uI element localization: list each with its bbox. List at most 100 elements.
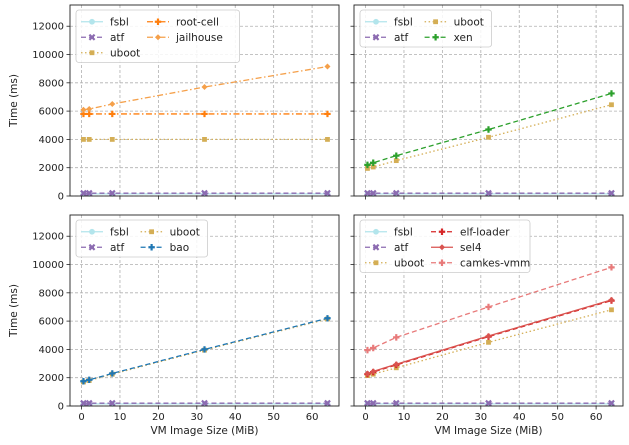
x-axis-label: VM Image Size (MiB) (434, 425, 542, 437)
x-tick-label: 0 (362, 412, 368, 423)
x-tick-label: 0 (78, 412, 84, 423)
series-uboot (365, 102, 614, 171)
legend-label: xen (454, 32, 473, 44)
data-point-uboot (486, 134, 491, 140)
legend-box (75, 219, 209, 258)
data-point-atf (108, 189, 116, 197)
data-point-uboot (486, 339, 491, 345)
legend-entry-uboot: uboot (140, 227, 200, 239)
legend-entry-jailhouse: jailhouse (147, 32, 223, 44)
data-point-camkes-vmm (370, 344, 377, 352)
legend-entry-root-cell: root-cell (147, 17, 219, 29)
y-tick-label: 12000 (32, 232, 64, 243)
legend-label: fsbl (110, 17, 129, 29)
legend-entry-uboot: uboot (365, 258, 424, 270)
data-point-sel4 (485, 332, 492, 339)
data-point-uboot (325, 137, 330, 142)
legend-label: sel4 (460, 242, 482, 254)
legend-label: jailhouse (175, 32, 223, 44)
legend-marker (373, 18, 379, 25)
y-axis-label: Time (ms) (8, 74, 20, 128)
series-camkes-vmm (364, 264, 615, 354)
legend-entry-atf: atf (81, 242, 125, 254)
x-tick-label: 40 (513, 412, 526, 423)
series-atf (364, 399, 615, 407)
data-point-sel4 (364, 370, 371, 377)
y-tick-label: 4000 (39, 345, 64, 356)
data-point-atf (85, 399, 93, 407)
x-tick-label: 30 (190, 412, 203, 423)
y-tick-label: 0 (58, 402, 64, 413)
data-point-atf (80, 399, 87, 407)
y-tick-label: 0 (58, 192, 64, 203)
x-tick-label: 10 (114, 412, 127, 423)
series-xen (364, 90, 615, 169)
series-jailhouse (80, 63, 331, 113)
legend-marker (433, 19, 438, 25)
x-tick-label: 20 (436, 412, 449, 423)
data-point-bao (109, 370, 116, 377)
legend-marker (148, 244, 155, 251)
data-point-atf (485, 189, 492, 197)
x-tick-label: 20 (152, 412, 165, 423)
legend-entry-camkes-vmm: camkes-vmm (431, 258, 530, 270)
legend-entry-sel4: sel4 (431, 242, 482, 254)
series-atf (80, 399, 331, 407)
data-point-atf (364, 189, 371, 197)
x-tick-label: 40 (229, 412, 242, 423)
data-point-atf (608, 189, 615, 197)
data-point-sel4 (370, 368, 377, 375)
series-uboot (81, 137, 330, 142)
legend-label: atf (394, 32, 409, 44)
y-tick-label: 12000 (32, 22, 64, 33)
data-point-atf (201, 189, 208, 197)
data-point-atf (392, 189, 400, 197)
y-tick-label: 4000 (39, 135, 64, 146)
legend-entry-fsbl: fsbl (365, 227, 413, 239)
axes-frame (69, 4, 340, 197)
x-tick-label: 60 (306, 412, 319, 423)
legend-marker (432, 34, 439, 41)
legend-label: uboot (394, 258, 424, 270)
data-point-atf (392, 399, 400, 407)
axes-frame (353, 214, 624, 407)
y-tick-label: 8000 (39, 288, 64, 299)
axes-frame (69, 214, 340, 407)
legend-marker (88, 243, 96, 251)
legend-label: elf-loader (460, 227, 510, 239)
data-point-uboot (370, 164, 376, 170)
data-point-atf (369, 189, 377, 197)
data-point-camkes-vmm (608, 264, 615, 271)
data-point-camkes-vmm (364, 346, 371, 354)
series-sel4 (364, 296, 615, 377)
x-tick-label: 30 (474, 412, 487, 423)
data-point-sel4 (608, 296, 615, 303)
data-point-atf (108, 399, 116, 407)
data-point-xen (485, 126, 492, 133)
legend: fsbl atf uboot xen (359, 9, 493, 48)
legend-label: bao (170, 242, 190, 254)
data-point-uboot (609, 102, 614, 108)
data-point-atf (369, 399, 377, 407)
legend-marker (438, 228, 446, 235)
legend-marker (89, 18, 95, 25)
legend-marker (439, 244, 445, 251)
y-tick-label: 8000 (39, 78, 64, 89)
data-point-atf (485, 399, 492, 407)
series-bao (80, 315, 331, 385)
data-point-xen (608, 90, 615, 97)
x-axis-label: VM Image Size (MiB) (150, 425, 258, 437)
legend-marker (438, 259, 446, 266)
y-tick-label: 6000 (39, 107, 64, 118)
legend-marker (154, 18, 162, 25)
legend-label: uboot (170, 227, 200, 239)
data-point-root-cell (109, 110, 116, 118)
data-point-uboot (609, 307, 614, 313)
data-point-sel4 (393, 361, 400, 368)
legend: fsbl atf uboot elf-loader sel4 camkes-vmm (359, 219, 531, 273)
chart-panel-bottom-left: 0 10 20 30 40 50 60 0 2000 4000 6000 8000 10000 12000… (8, 214, 340, 437)
legend-entry-uboot: uboot (424, 17, 484, 29)
data-point-bao (324, 315, 331, 322)
y-tick-label: 10000 (32, 50, 64, 61)
data-point-uboot (202, 137, 207, 142)
